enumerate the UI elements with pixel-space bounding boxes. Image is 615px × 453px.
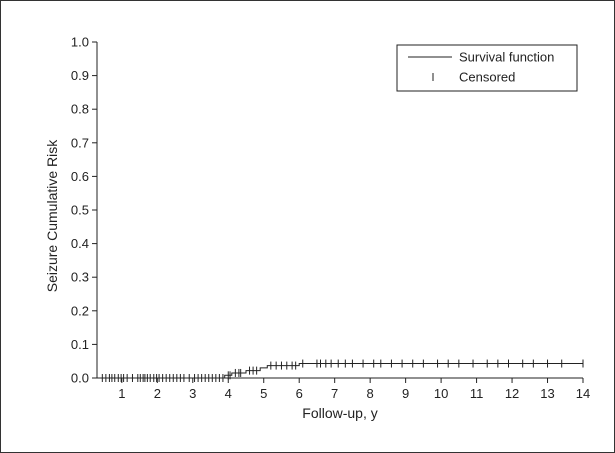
y-tick-label: 0.5	[71, 203, 89, 218]
x-tick-label: 3	[189, 386, 196, 401]
y-tick-label: 0.2	[71, 303, 89, 318]
x-tick-label: 9	[402, 386, 409, 401]
x-tick-label: 11	[470, 386, 484, 401]
y-tick-label: 1.0	[71, 35, 89, 50]
x-tick-label: 13	[540, 386, 554, 401]
y-tick-label: 0.3	[71, 270, 89, 285]
y-tick-label: 0.9	[71, 68, 89, 83]
x-tick-label: 1	[118, 386, 125, 401]
x-tick-label: 8	[367, 386, 374, 401]
x-tick-label: 7	[331, 386, 338, 401]
x-tick-label: 10	[434, 386, 448, 401]
y-tick-label: 0.0	[71, 371, 89, 386]
y-tick-label: 0.1	[71, 337, 89, 352]
y-tick-label: 0.8	[71, 102, 89, 117]
y-tick-label: 0.4	[71, 236, 89, 251]
y-tick-label: 0.6	[71, 169, 89, 184]
x-tick-label: 4	[225, 386, 232, 401]
x-tick-label: 2	[154, 386, 161, 401]
legend-label-censored: Censored	[459, 70, 515, 85]
y-axis-title: Seizure Cumulative Risk	[44, 139, 60, 292]
x-tick-label: 6	[296, 386, 303, 401]
x-axis-title: Follow-up, y	[302, 405, 377, 421]
legend-box	[396, 44, 578, 92]
x-tick-label: 12	[505, 386, 519, 401]
y-tick-label: 0.7	[71, 135, 89, 150]
legend-label-survival: Survival function	[459, 50, 554, 65]
x-tick-label: 14	[576, 386, 590, 401]
x-tick-label: 5	[260, 386, 267, 401]
